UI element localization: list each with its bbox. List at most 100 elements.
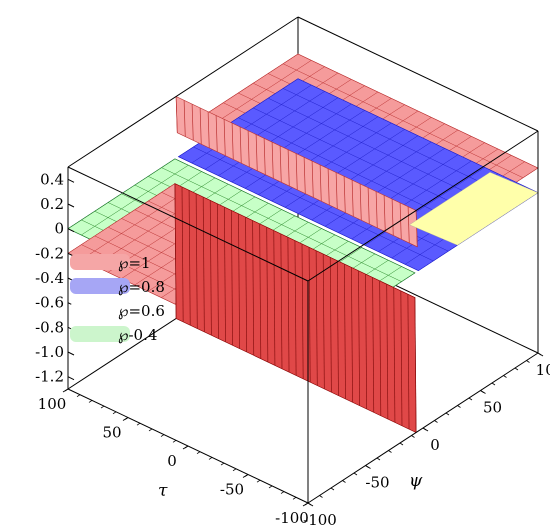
tau-minor-tick <box>88 400 93 403</box>
legend-label: ℘=1 <box>118 254 151 272</box>
mesh-line <box>287 237 290 373</box>
mesh-line <box>327 168 330 205</box>
mesh-line <box>295 153 298 190</box>
mesh-line <box>383 195 386 232</box>
mesh-line <box>335 172 338 209</box>
legend: ℘=1 ℘=0.8 ℘=0.6 ℘-0.4 <box>70 254 165 344</box>
tau-minor-tick <box>64 388 69 392</box>
z-axis-ticks: 0.4 0.2 0 -0.2 -0.4 -0.6 -0.8 -1.0 -1.2 <box>35 170 75 386</box>
mesh-line <box>414 297 417 433</box>
z-tick-label: -0.8 <box>35 318 64 336</box>
psi-minor-tick <box>514 367 519 371</box>
z-tick-mark <box>67 178 75 183</box>
tau-minor-tick <box>136 422 141 426</box>
psi-minor-tick <box>457 405 461 408</box>
mesh-line <box>407 206 410 243</box>
mesh-line <box>301 243 304 379</box>
psi-minor-tick <box>307 502 312 506</box>
z-tick-label: 0 <box>54 220 64 238</box>
psi-minor-tick <box>411 435 415 438</box>
mesh-line <box>297 78 539 193</box>
mesh-line <box>336 260 339 396</box>
mesh-line <box>216 203 219 339</box>
z-tick-mark <box>67 203 75 208</box>
legend-label: ℘=0.6 <box>118 302 165 320</box>
mesh-line <box>245 217 248 353</box>
tau-minor-tick <box>244 474 249 477</box>
tau-minor-tick <box>148 428 153 432</box>
mesh-line <box>343 176 346 213</box>
tau-minor-tick <box>292 496 297 500</box>
psi-minor-tick <box>491 382 496 386</box>
legend-swatch <box>70 326 130 342</box>
mesh-line <box>372 277 375 413</box>
mesh-line <box>294 240 297 376</box>
box-edge <box>307 130 539 282</box>
tau-tick-label: 100 <box>38 395 67 413</box>
psi-minor-tick <box>376 457 381 461</box>
psi-tick-label: 50 <box>483 399 502 417</box>
tau-minor-tick <box>160 434 165 437</box>
mesh-line <box>188 190 191 326</box>
mesh-line <box>259 223 262 359</box>
mesh-line <box>231 210 233 346</box>
tau-minor-tick <box>304 502 309 506</box>
mesh-line <box>415 210 418 247</box>
tau-tick-label: -100 <box>275 509 309 527</box>
legend-swatch <box>70 278 130 294</box>
psi-minor-tick <box>342 480 346 483</box>
tau-tick-label: 50 <box>102 424 121 442</box>
mesh-line <box>199 107 202 145</box>
mesh-line <box>207 111 210 148</box>
mesh-line <box>365 274 368 410</box>
mesh-line <box>271 142 274 179</box>
mesh-line <box>193 146 434 262</box>
z-tick-label: 0.2 <box>40 195 64 213</box>
mesh-line <box>195 193 198 329</box>
mesh-line <box>367 187 370 224</box>
z-tick-mark <box>67 228 75 233</box>
tau-minor-tick <box>232 468 237 472</box>
psi-minor-tick <box>503 375 507 378</box>
psi-minor-tick <box>445 412 450 416</box>
tau-minor-tick <box>220 462 225 466</box>
mesh-line <box>287 149 290 186</box>
psi-minor-tick <box>468 397 473 401</box>
psi-minor-tick <box>388 450 392 453</box>
z-tick-label: 0.4 <box>40 170 64 188</box>
mesh-line <box>308 247 311 383</box>
mesh-line <box>252 220 255 356</box>
mesh-line <box>351 180 354 217</box>
psi-tick-label: 100 <box>536 361 550 379</box>
mesh-line <box>329 257 332 393</box>
mesh-line <box>263 138 266 175</box>
psi-minor-tick <box>319 495 323 498</box>
mesh-line <box>174 183 177 319</box>
z-tick-mark <box>67 351 75 356</box>
mesh-line <box>255 134 258 171</box>
mesh-line <box>407 294 410 430</box>
psi-minor-tick <box>399 442 404 446</box>
tau-minor-tick <box>112 411 117 415</box>
psi-minor-tick <box>537 352 542 356</box>
mesh-line <box>319 164 322 202</box>
box-edge <box>297 16 539 132</box>
mesh-line <box>238 213 240 349</box>
tau-minor-tick <box>196 451 201 455</box>
mesh-line <box>273 230 276 366</box>
mesh-line <box>223 119 226 156</box>
mesh-line <box>224 207 226 342</box>
mesh-line <box>297 53 539 169</box>
mesh-line <box>161 167 402 282</box>
mesh-line <box>351 267 353 403</box>
psi-axis-ticks: 100 50 0 -50 -100 <box>303 352 550 528</box>
legend-label: ℘=0.8 <box>118 278 165 296</box>
tau-minor-tick <box>124 417 129 420</box>
psi-tick-label: -100 <box>303 511 337 528</box>
tau-minor-tick <box>76 394 81 398</box>
mesh-line <box>174 158 416 274</box>
tau-minor-tick <box>268 485 273 489</box>
surface-series-1-wall-lower <box>174 183 417 433</box>
mesh-line <box>311 161 314 198</box>
